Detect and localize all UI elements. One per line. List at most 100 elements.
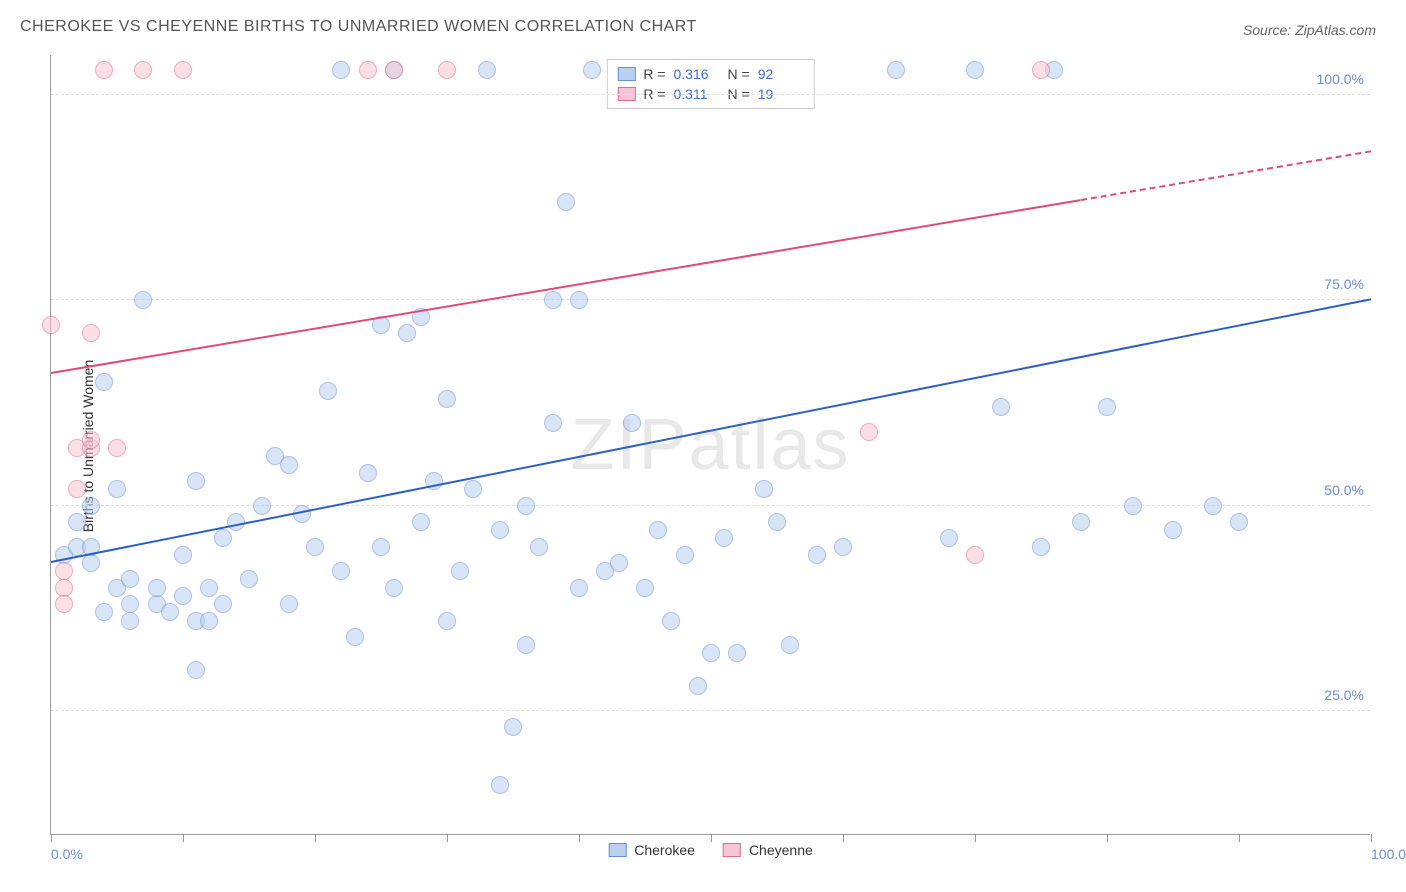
data-point — [319, 382, 337, 400]
x-tick — [975, 834, 976, 842]
data-point — [451, 562, 469, 580]
data-point — [491, 776, 509, 794]
data-point — [517, 636, 535, 654]
data-point — [280, 595, 298, 613]
data-point — [1124, 497, 1142, 515]
x-tick — [1239, 834, 1240, 842]
x-tick — [1371, 834, 1372, 842]
gridline — [51, 94, 1370, 95]
data-point — [940, 529, 958, 547]
data-point — [768, 513, 786, 531]
data-point — [702, 644, 720, 662]
data-point — [359, 61, 377, 79]
legend-swatch — [723, 843, 741, 857]
legend-item: Cheyenne — [723, 842, 813, 858]
data-point — [332, 562, 350, 580]
y-tick-label: 100.0% — [1317, 71, 1364, 87]
data-point — [1098, 398, 1116, 416]
data-point — [108, 439, 126, 457]
legend-row: R =0.316N =92 — [617, 64, 803, 84]
data-point — [781, 636, 799, 654]
x-tick — [183, 834, 184, 842]
legend-n-label: N = — [728, 66, 750, 82]
data-point — [148, 579, 166, 597]
legend-label: Cheyenne — [749, 842, 813, 858]
data-point — [121, 612, 139, 630]
data-point — [966, 546, 984, 564]
data-point — [240, 570, 258, 588]
y-tick-label: 50.0% — [1324, 482, 1364, 498]
data-point — [860, 423, 878, 441]
data-point — [68, 513, 86, 531]
data-point — [385, 61, 403, 79]
data-point — [55, 562, 73, 580]
data-point — [504, 718, 522, 736]
x-tick — [51, 834, 52, 842]
data-point — [174, 61, 192, 79]
x-tick-label: 0.0% — [51, 846, 83, 862]
x-tick — [1107, 834, 1108, 842]
data-point — [755, 480, 773, 498]
trend-line — [51, 199, 1081, 374]
data-point — [1204, 497, 1222, 515]
data-point — [623, 414, 641, 432]
data-point — [174, 546, 192, 564]
watermark-text: ZIPatlas — [570, 404, 850, 486]
chart-title: CHEROKEE VS CHEYENNE BIRTHS TO UNMARRIED… — [20, 18, 697, 36]
data-point — [478, 61, 496, 79]
data-point — [332, 61, 350, 79]
data-point — [161, 603, 179, 621]
trend-line — [1080, 151, 1371, 202]
legend-n-value: 92 — [758, 66, 804, 82]
x-tick — [579, 834, 580, 842]
data-point — [834, 538, 852, 556]
data-point — [544, 291, 562, 309]
data-point — [55, 579, 73, 597]
data-point — [438, 61, 456, 79]
data-point — [134, 291, 152, 309]
x-tick — [315, 834, 316, 842]
data-point — [992, 398, 1010, 416]
data-point — [82, 431, 100, 449]
legend-swatch — [617, 67, 635, 81]
data-point — [372, 538, 390, 556]
data-point — [530, 538, 548, 556]
y-tick-label: 75.0% — [1324, 276, 1364, 292]
data-point — [1032, 538, 1050, 556]
data-point — [108, 480, 126, 498]
legend-item: Cherokee — [608, 842, 695, 858]
scatter-plot-area: ZIPatlas R =0.316N =92R =0.311N =19 Cher… — [50, 55, 1370, 835]
data-point — [1032, 61, 1050, 79]
legend-swatch — [608, 843, 626, 857]
data-point — [68, 480, 86, 498]
data-point — [174, 587, 192, 605]
gridline — [51, 299, 1370, 300]
gridline — [51, 505, 1370, 506]
data-point — [82, 554, 100, 572]
data-point — [280, 456, 298, 474]
data-point — [662, 612, 680, 630]
data-point — [517, 497, 535, 515]
legend-r-label: R = — [643, 66, 665, 82]
data-point — [689, 677, 707, 695]
data-point — [200, 579, 218, 597]
data-point — [1072, 513, 1090, 531]
data-point — [1230, 513, 1248, 531]
y-tick-label: 25.0% — [1324, 687, 1364, 703]
data-point — [42, 316, 60, 334]
data-point — [359, 464, 377, 482]
data-point — [570, 579, 588, 597]
series-legend: Cherokee Cheyenne — [608, 842, 813, 858]
data-point — [214, 529, 232, 547]
data-point — [887, 61, 905, 79]
data-point — [1164, 521, 1182, 539]
data-point — [346, 628, 364, 646]
data-point — [187, 472, 205, 490]
data-point — [187, 661, 205, 679]
data-point — [570, 291, 588, 309]
gridline — [51, 710, 1370, 711]
data-point — [412, 513, 430, 531]
data-point — [676, 546, 694, 564]
x-tick — [843, 834, 844, 842]
data-point — [82, 324, 100, 342]
